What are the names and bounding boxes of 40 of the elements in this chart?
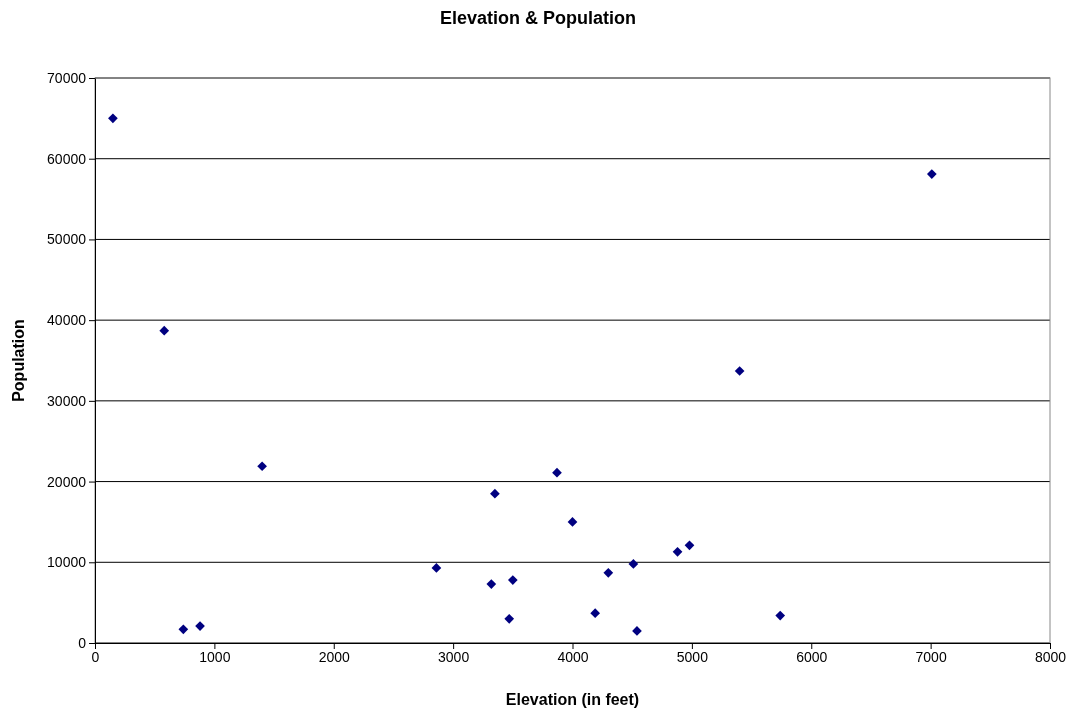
point <box>628 559 639 569</box>
point <box>590 608 601 618</box>
point <box>672 546 683 557</box>
chart-title: Elevation & Population <box>439 8 637 28</box>
y-tick-label: 20000 <box>47 473 87 490</box>
point <box>159 325 170 336</box>
x-tick-label: 7000 <box>915 648 947 665</box>
y-tick-label: 60000 <box>47 150 87 167</box>
y-tick-label: 0 <box>78 634 87 651</box>
point <box>504 613 515 624</box>
y-axis-title: Population <box>10 319 27 402</box>
x-tick-label: 5000 <box>676 648 709 665</box>
point <box>567 517 578 527</box>
x-tick-label: 0 <box>91 648 100 665</box>
point <box>775 610 786 621</box>
point <box>431 563 442 573</box>
point <box>632 626 642 636</box>
x-tick-label: 6000 <box>796 648 828 665</box>
x-tick-label: 8000 <box>1034 648 1067 665</box>
y-tick-label: 40000 <box>47 312 87 329</box>
x-tick-label: 3000 <box>438 648 470 665</box>
point <box>603 567 614 578</box>
x-axis-title: Elevation (in feet) <box>505 691 640 708</box>
point <box>507 575 518 585</box>
y-tick-label: 30000 <box>47 392 87 409</box>
point <box>926 169 937 179</box>
y-tick-label: 70000 <box>47 69 87 86</box>
point <box>178 624 189 635</box>
y-tick-label: 10000 <box>47 554 87 571</box>
point <box>552 467 562 478</box>
point <box>684 540 695 551</box>
x-tick-label: 2000 <box>318 648 351 665</box>
point <box>108 113 118 124</box>
y-tick-label: 50000 <box>47 231 87 248</box>
point <box>734 366 745 376</box>
point <box>490 488 500 499</box>
point <box>486 579 497 589</box>
x-tick-label: 4000 <box>557 648 589 665</box>
x-tick-label: 1000 <box>199 648 231 665</box>
point <box>257 461 267 472</box>
